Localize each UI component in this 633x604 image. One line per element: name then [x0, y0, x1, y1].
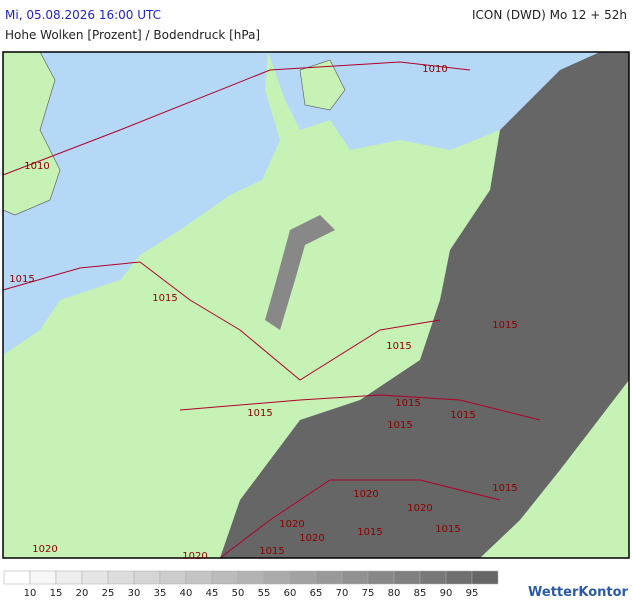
legend-swatch	[341, 570, 369, 585]
legend-swatch	[185, 570, 213, 585]
datetime: Mi, 05.08.2026 16:00 UTC	[5, 8, 161, 22]
legend-swatch	[3, 570, 31, 585]
isobar-label: 1020	[279, 519, 304, 530]
legend-label: 70	[336, 588, 349, 599]
baltic-sea	[268, 52, 629, 150]
legend-swatch	[367, 570, 395, 585]
isobar-label: 1010	[24, 161, 49, 172]
isobar-label: 1015	[259, 546, 284, 557]
legend-swatch	[289, 570, 317, 585]
legend-swatch	[393, 570, 421, 585]
legend-label: 85	[414, 588, 427, 599]
britain	[2, 51, 61, 216]
legend-label: 75	[362, 588, 375, 599]
isobar-label: 1015	[357, 527, 382, 538]
legend-swatch	[237, 570, 265, 585]
isobar-label: 1015	[9, 274, 34, 285]
legend-swatch	[419, 570, 447, 585]
legend-label: 40	[180, 588, 193, 599]
isobar-label: 1015	[152, 293, 177, 304]
legend-swatch	[29, 570, 57, 585]
legend-swatch	[445, 570, 473, 585]
isobar-label: 1015	[386, 341, 411, 352]
isobar-label: 1015	[492, 483, 517, 494]
isobar-label: 1015	[247, 408, 272, 419]
isobars	[2, 61, 541, 559]
legend-label: 10	[24, 588, 37, 599]
legend-swatch	[107, 570, 135, 585]
isobar-label: 1015	[450, 410, 475, 421]
legend-swatch	[55, 570, 83, 585]
legend-label: 65	[310, 588, 323, 599]
legend-label: 30	[128, 588, 141, 599]
isobar-label: 1010	[422, 64, 447, 75]
cloud-patch	[265, 215, 335, 330]
isobar-label: 1020	[353, 489, 378, 500]
legend-swatch	[315, 570, 343, 585]
legend-swatch	[263, 570, 291, 585]
map-frame	[2, 51, 630, 559]
subtitle: Hohe Wolken [Prozent] / Bodendruck [hPa]	[5, 28, 260, 42]
isobar-label: 1015	[492, 320, 517, 331]
isobar-label: 1020	[299, 533, 324, 544]
isobar-label: 1015	[395, 398, 420, 409]
legend-label: 45	[206, 588, 219, 599]
legend-swatch	[133, 570, 161, 585]
legend-label: 90	[440, 588, 453, 599]
brand: WetterKontor	[528, 585, 629, 600]
legend-label: 20	[76, 588, 89, 599]
legend-label: 25	[102, 588, 115, 599]
legend-swatch	[211, 570, 239, 585]
legend-swatch	[81, 570, 109, 585]
legend-label: 60	[284, 588, 297, 599]
legend-label: 55	[258, 588, 271, 599]
legend-label: 80	[388, 588, 401, 599]
model-run: ICON (DWD) Mo 12 + 52h	[472, 8, 627, 22]
isobar-label: 1020	[182, 551, 207, 562]
isobar-label: 1020	[407, 503, 432, 514]
legend-swatch	[159, 570, 187, 585]
isobar-label: 1015	[435, 524, 460, 535]
denmark	[299, 59, 346, 111]
isobar-label: 1015	[387, 420, 412, 431]
legend-swatch	[471, 570, 499, 585]
legend-label: 15	[50, 588, 63, 599]
legend-label: 50	[232, 588, 245, 599]
cloud-band	[220, 52, 629, 558]
isobar-label: 1020	[32, 544, 57, 555]
legend-label: 95	[466, 588, 479, 599]
north-sea	[3, 52, 280, 355]
map	[2, 51, 630, 559]
legend-label: 35	[154, 588, 167, 599]
